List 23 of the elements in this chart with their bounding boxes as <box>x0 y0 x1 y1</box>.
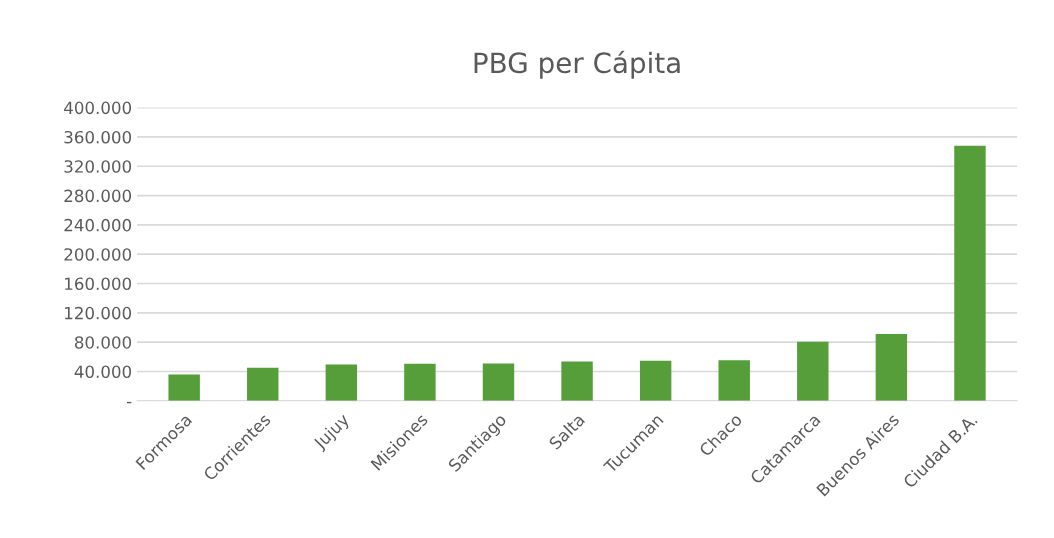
bar <box>718 360 750 401</box>
bar <box>325 364 358 401</box>
bar <box>168 374 200 401</box>
chart-title: PBG per Cápita <box>474 50 680 79</box>
bar <box>954 145 986 401</box>
y-tick-label: 120.000 <box>65 306 132 320</box>
bar <box>247 367 279 401</box>
y-tick-label: 40.000 <box>74 365 132 379</box>
y-tick-label: 160.000 <box>65 277 132 291</box>
y-tick-label: 400.000 <box>64 101 132 115</box>
y-tick-label: 80.000 <box>74 336 132 349</box>
bar <box>561 361 593 401</box>
y-tick-label: 200.000 <box>64 248 132 261</box>
y-tick-label: - <box>126 401 132 404</box>
bar <box>875 334 908 401</box>
y-tick-label: 360.000 <box>64 130 132 144</box>
y-tick-label: 240.000 <box>64 218 132 232</box>
y-tick-label: 320.000 <box>64 160 132 173</box>
bar <box>482 363 515 401</box>
bar <box>797 341 829 401</box>
bar <box>404 363 436 401</box>
y-tick-label: 280.000 <box>64 189 132 203</box>
bar <box>639 360 672 401</box>
